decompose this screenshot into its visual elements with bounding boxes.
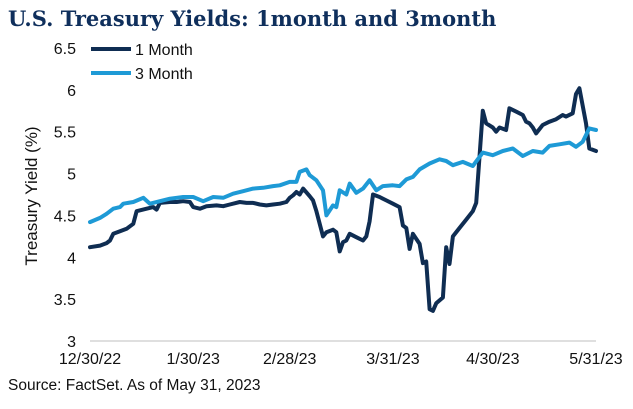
x-tick-label: 12/30/22 <box>59 351 121 368</box>
x-tick-label: 1/30/23 <box>167 351 220 368</box>
x-tick-label: 5/31/23 <box>569 351 622 368</box>
y-tick-label: 3.5 <box>54 292 76 309</box>
series-line-1 <box>88 86 598 313</box>
y-tick-label: 3 <box>67 334 76 351</box>
y-tick-label: 6.5 <box>54 41 76 58</box>
x-tick-labels: 12/30/22 1/30/23 2/28/23 3/31/23 4/30/23 5/31… <box>59 351 623 368</box>
series-lines <box>88 86 598 313</box>
y-tick-label: 5 <box>67 167 76 184</box>
legend: 1 Month 3 Month <box>91 42 193 83</box>
y-axis-label: Treasury Yield (%) <box>22 126 41 265</box>
y-tick-label: 5.5 <box>54 125 76 142</box>
x-tick-label: 2/28/23 <box>263 351 316 368</box>
y-tick-label: 4 <box>67 250 76 267</box>
x-tick-label: 4/30/23 <box>466 351 519 368</box>
y-tick-label: 6 <box>67 83 76 100</box>
x-tick-label: 3/31/23 <box>366 351 419 368</box>
y-axis-label-group: Treasury Yield (%) <box>22 126 41 265</box>
legend-label: 1 Month <box>135 42 193 59</box>
source-note: Source: FactSet. As of May 31, 2023 <box>8 377 261 394</box>
legend-label: 3 Month <box>135 66 193 83</box>
y-tick-labels: 3 3.5 4 4.5 5 5.5 6 6.5 <box>54 41 76 351</box>
series-line-2 <box>88 126 598 225</box>
y-tick-label: 4.5 <box>54 208 76 225</box>
chart-title: U.S. Treasury Yields: 1month and 3month <box>8 6 497 31</box>
